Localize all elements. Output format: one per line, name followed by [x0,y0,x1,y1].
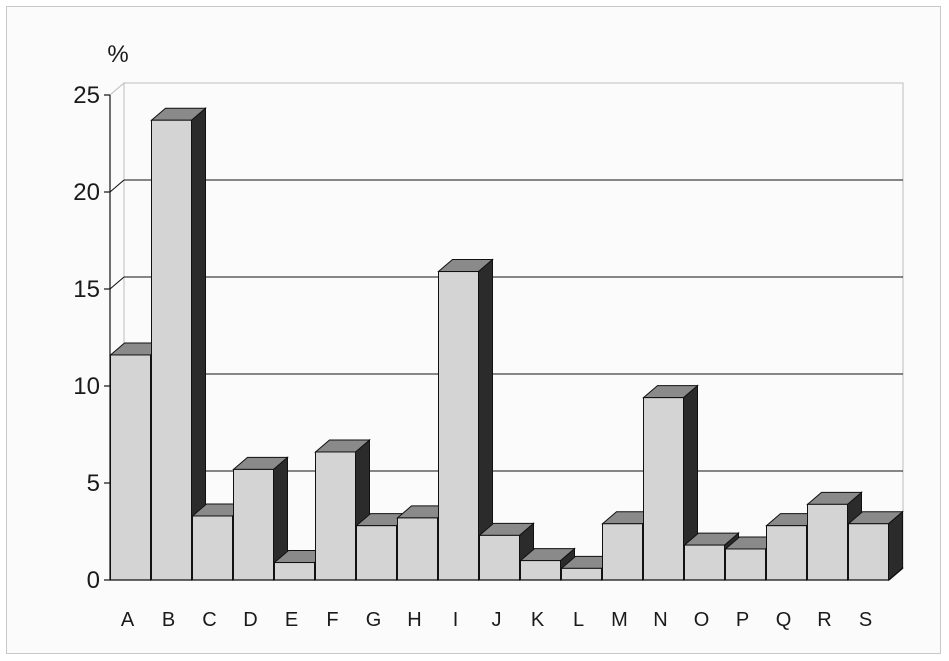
bar-front-face [561,567,602,581]
x-tick-label: L [573,609,584,631]
bar-front-face [438,271,479,581]
bar-n [642,384,699,582]
x-tick-label: M [611,609,628,631]
y-unit-label: % [107,41,128,68]
x-tick-label: F [326,609,338,631]
y-axis: 0 5 10 15 20 25 [73,82,111,594]
x-tick-label: C [202,609,216,631]
gridlines [109,179,903,484]
back-wall [124,82,904,568]
x-tick-label: H [407,609,421,631]
gridline-side [109,179,125,193]
x-tick-label: O [694,609,710,631]
x-tick-label: G [366,609,382,631]
x-tick-label: E [285,609,298,631]
x-tick-label: N [653,609,667,631]
bar-front-face [520,560,561,581]
x-tick-label: J [492,609,502,631]
bar-s [847,510,904,582]
y-tick-label: 15 [73,276,100,303]
bar-front-face [479,534,520,581]
bar-front-face [151,119,192,581]
x-tick-label: A [121,609,135,631]
bar-front-face [274,562,315,581]
y-tick-label: 0 [87,567,100,594]
bar-front-face [848,523,889,581]
y-tick-label: 25 [73,82,100,109]
bar-front-face [766,525,807,581]
x-tick-label: R [817,609,831,631]
bar-b [150,107,207,582]
x-tick-label: Q [776,609,792,631]
x-tick-label: K [531,609,545,631]
bar-front-face [315,451,356,581]
x-tick-label: B [162,609,175,631]
bar-front-face [233,468,274,581]
bar-front-face [807,503,848,581]
bar-front-face [397,517,438,581]
bar-i [437,258,494,582]
bar-front-face [110,354,151,581]
x-axis-edge [888,567,904,581]
bar-front-face [643,397,684,581]
bar-front-face [192,515,233,581]
y-tick-label: 5 [87,470,100,497]
gridline-side [109,276,125,290]
bars [109,107,904,582]
x-tick-label: S [859,609,872,631]
x-axis: A B C D E F G H I J K L M N O P Q R S [110,567,904,631]
bar-front-face [356,525,397,581]
x-tick-label: P [736,609,749,631]
x-tick-label: D [243,609,257,631]
bar-front-face [684,544,725,581]
bar-front-face [725,548,766,581]
x-tick-label: I [453,609,459,631]
bar-front-face [602,523,643,581]
y-tick-label: 20 [73,179,100,206]
y-tick-label: 10 [73,373,100,400]
